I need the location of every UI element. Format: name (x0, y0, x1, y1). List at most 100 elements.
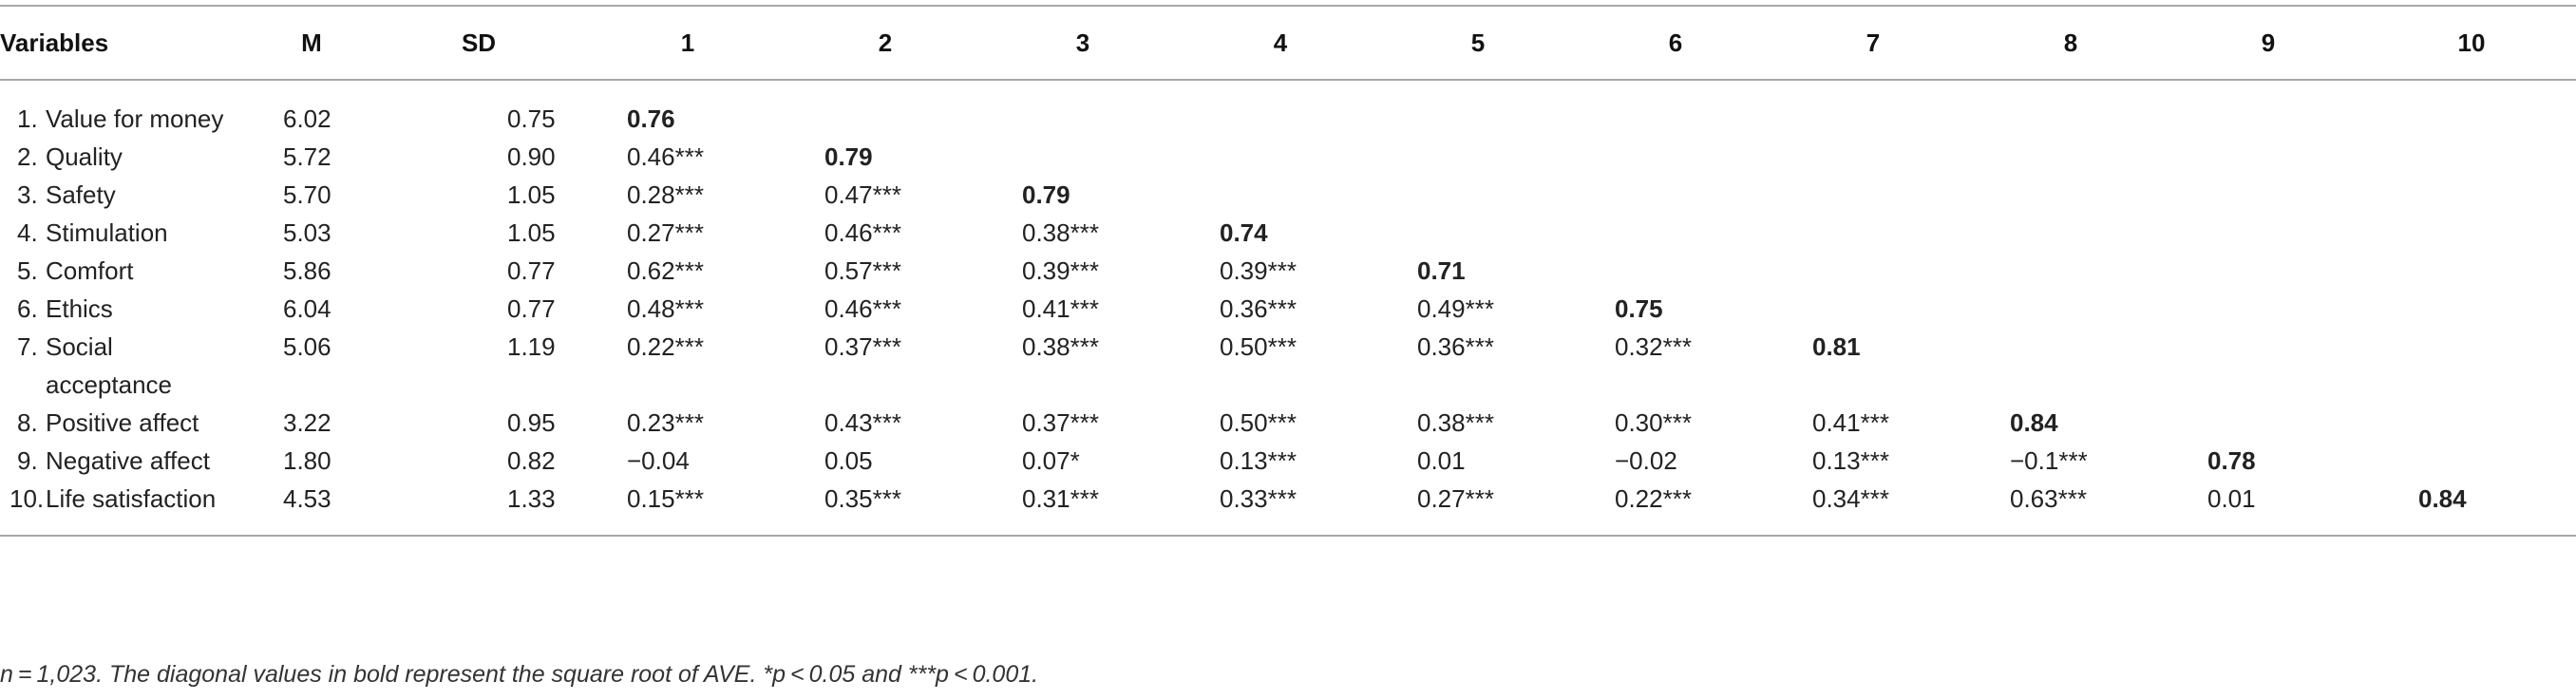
variable-cell: 5. Comfort (0, 252, 255, 290)
table-footnote: n = 1,023. The diagonal values in bold r… (0, 661, 1039, 688)
table-row: 2. Quality 5.72 0.90 0.46*** 0.79 (0, 138, 2576, 176)
correlation-cell: 0.57*** (824, 256, 901, 285)
variable-number: 7. (17, 332, 38, 361)
correlation-cell: 0.31*** (984, 480, 1182, 537)
correlation-cell (1577, 176, 1774, 214)
variable-name: Comfort (46, 256, 134, 285)
correlation-cell (1379, 138, 1577, 176)
variable-number: 5. (17, 256, 38, 285)
correlation-cell (1577, 252, 1774, 290)
table-row: 7. Social acceptance 5.06 1.19 0.22*** 0.37**… (0, 328, 2576, 404)
variable-number: 6. (17, 294, 38, 323)
correlation-cell: 0.22*** (1577, 480, 1774, 537)
correlation-cell (1182, 176, 1379, 214)
correlation-cell (1379, 176, 1577, 214)
correlation-cell: 0.50*** (1220, 408, 1297, 437)
correlation-cell (1379, 80, 1577, 138)
correlation-cell: 0.37*** (824, 332, 901, 361)
diagonal-ave-cell: 0.84 (2010, 408, 2058, 437)
correlation-table: Variables M SD 1 2 3 4 5 6 7 8 9 10 1. Value for mone… (0, 5, 2576, 537)
header-col-6: 6 (1577, 5, 1774, 81)
sd-cell: 0.75 (507, 104, 556, 133)
correlation-cell (2169, 176, 2367, 214)
table-row: 6. Ethics 6.04 0.77 0.48*** 0.46*** 0.41*** 0.3… (0, 290, 2576, 328)
variable-number: 8. (17, 408, 38, 437)
sd-cell: 0.82 (507, 446, 556, 475)
correlation-cell (2367, 328, 2576, 404)
correlation-cell: 0.38*** (1022, 332, 1099, 361)
sd-cell: 0.95 (507, 408, 556, 437)
header-col-3: 3 (984, 5, 1182, 81)
correlation-cell: 0.13*** (1812, 446, 1889, 475)
sd-cell: 0.90 (507, 142, 556, 171)
mean-cell: 4.53 (255, 480, 369, 537)
mean-cell: 5.86 (283, 256, 331, 285)
correlation-cell: 0.46*** (824, 294, 901, 323)
correlation-cell (2367, 80, 2576, 138)
correlation-cell: 0.13*** (1220, 446, 1297, 475)
diagonal-ave-cell: 0.79 (824, 142, 873, 171)
correlation-cell (1972, 290, 2169, 328)
correlation-cell (1972, 214, 2169, 252)
variable-number: 10. (9, 484, 45, 513)
diagonal-ave-cell: 0.71 (1417, 256, 1466, 285)
diagonal-ave-cell: 0.74 (1220, 218, 1268, 247)
correlation-cell: 0.41*** (1022, 294, 1099, 323)
correlation-cell (1182, 138, 1379, 176)
mean-cell: 5.72 (283, 142, 331, 171)
correlation-cell (2169, 328, 2367, 404)
variable-name: Value for money (46, 104, 224, 133)
correlation-cell (2169, 290, 2367, 328)
header-col-7: 7 (1774, 5, 1972, 81)
correlation-cell (1972, 252, 2169, 290)
mean-cell: 6.04 (283, 294, 331, 323)
correlation-cell: 0.46*** (627, 142, 704, 171)
correlation-cell (2169, 138, 2367, 176)
correlation-cell: 0.36*** (1220, 294, 1297, 323)
mean-cell: 6.02 (283, 104, 331, 133)
correlation-cell: 0.35*** (786, 480, 984, 537)
variable-number: 4. (17, 218, 38, 247)
correlation-cell (1774, 138, 1972, 176)
correlation-cell: 0.50*** (1220, 332, 1297, 361)
variable-cell: 1. Value for money (0, 80, 255, 138)
correlation-cell (2169, 404, 2367, 442)
correlation-cell: 0.49*** (1417, 294, 1494, 323)
header-col-9: 9 (2169, 5, 2367, 81)
mean-cell: 5.70 (283, 180, 331, 209)
mean-cell: 5.06 (283, 332, 331, 361)
diagonal-ave-cell: 0.78 (2207, 446, 2256, 475)
correlation-cell: 0.36*** (1417, 332, 1494, 361)
table-body: 1. Value for money 6.02 0.75 0.76 2. Quality 5.… (0, 80, 2576, 537)
header-col-5: 5 (1379, 5, 1577, 81)
table-row: 8. Positive affect 3.22 0.95 0.23*** 0.43*** 0… (0, 404, 2576, 442)
correlation-cell (2169, 252, 2367, 290)
correlation-cell: 0.07* (1022, 446, 1080, 475)
correlation-cell: 0.47*** (824, 180, 901, 209)
correlation-cell (2169, 80, 2367, 138)
sd-cell: 1.19 (507, 332, 556, 361)
correlation-cell: −0.02 (1615, 446, 1677, 475)
header-col-2: 2 (786, 5, 984, 81)
correlation-cell: 0.33*** (1182, 480, 1379, 537)
variable-cell: 4. Stimulation (0, 214, 255, 252)
variable-number: 9. (17, 446, 38, 475)
variable-number: 3. (17, 180, 38, 209)
table-row: 10. Life satisfaction 4.53 1.33 0.15*** 0.35*… (0, 480, 2576, 537)
correlation-cell (1577, 80, 1774, 138)
header-variables: Variables (0, 5, 255, 81)
correlation-cell: 0.01 (1417, 446, 1466, 475)
correlation-cell (2367, 442, 2576, 480)
variable-name: Social acceptance (46, 332, 172, 399)
header-m: M (255, 5, 369, 81)
diagonal-ave-cell: 0.79 (1022, 180, 1070, 209)
table-row: 4. Stimulation 5.03 1.05 0.27*** 0.46*** 0.38*… (0, 214, 2576, 252)
correlation-cell: 0.05 (824, 446, 873, 475)
correlation-cell: 0.38*** (1022, 218, 1099, 247)
variable-name: Ethics (46, 294, 113, 323)
variable-cell: 7. Social acceptance (0, 328, 255, 404)
correlation-cell: 0.23*** (627, 408, 704, 437)
correlation-cell (2169, 214, 2367, 252)
diagonal-ave-cell: 0.81 (1812, 332, 1861, 361)
